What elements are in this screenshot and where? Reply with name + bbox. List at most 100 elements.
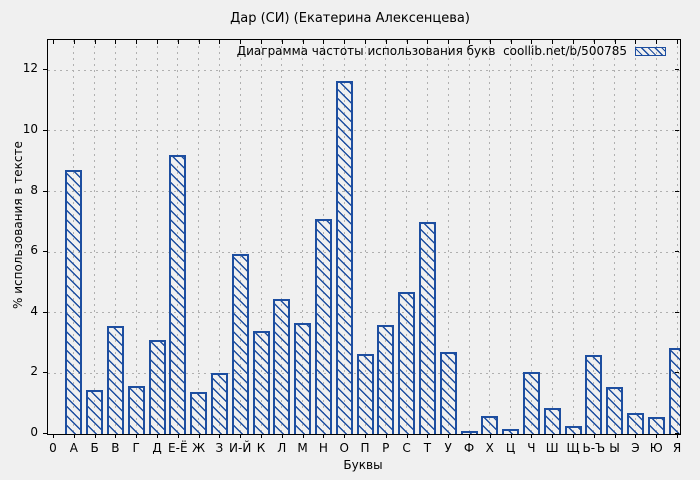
x-tick-top (489, 40, 491, 44)
y-tick-right (675, 433, 679, 434)
x-gridline (385, 40, 386, 434)
bar-Щ (564, 426, 582, 434)
bar-Е-Ё (169, 155, 187, 434)
x-tick-label: Ф (463, 441, 475, 455)
x-tick-bottom (510, 434, 512, 438)
x-tick-bottom (344, 434, 346, 438)
y-tick-label: 0 (30, 425, 38, 439)
x-tick-bottom (385, 434, 387, 438)
x-tick-label: С (402, 441, 411, 455)
bar-Э (626, 413, 644, 434)
y-tick-right (675, 311, 679, 313)
x-tick-label: М (297, 441, 308, 455)
x-tick-label: Х (485, 441, 494, 455)
y-tick-label: 8 (30, 182, 38, 197)
x-tick-label: Е-Ё (168, 441, 188, 455)
y-gridline (48, 70, 680, 71)
x-tick-top (552, 40, 554, 44)
x-gridline (635, 40, 636, 434)
x-tick-bottom (219, 434, 221, 438)
x-tick-label: Э (631, 441, 640, 455)
x-tick-label: Б (90, 441, 99, 455)
x-tick-top (53, 40, 54, 44)
y-tick-right (675, 69, 679, 71)
bar-В (106, 326, 124, 434)
x-gridline (115, 40, 116, 434)
x-tick-label: Ш (545, 441, 559, 455)
x-tick-bottom (552, 434, 554, 438)
y-gridline (48, 191, 680, 192)
x-tick-top (448, 40, 450, 44)
y-gridline (48, 130, 680, 131)
bar-К (252, 331, 270, 434)
bar-Н (314, 219, 332, 434)
x-tick-top (365, 40, 366, 44)
x-tick-label: Я (672, 441, 682, 455)
y-tick-left (43, 190, 47, 192)
bar-Т (418, 222, 436, 434)
x-gridline (552, 40, 553, 434)
y-tick-left (43, 372, 47, 374)
x-tick-label: З (215, 441, 224, 455)
x-gridline (614, 40, 615, 434)
y-tick-left (43, 251, 47, 253)
bar-У (439, 352, 457, 434)
x-tick-bottom (635, 434, 637, 438)
x-gridline (219, 40, 220, 434)
x-gridline (261, 40, 262, 434)
x-tick-bottom (323, 434, 325, 438)
x-gridline (281, 40, 282, 434)
x-tick-bottom (531, 434, 533, 438)
y-gridline (48, 252, 680, 253)
y-tick-label: 6 (30, 243, 38, 258)
bar-Ф (460, 431, 478, 434)
bar-Б (86, 390, 104, 434)
x-tick-bottom (365, 434, 366, 438)
x-gridline (302, 40, 303, 434)
x-tick-top (157, 40, 158, 44)
x-tick-bottom (281, 434, 283, 438)
x-tick-label: Ц (505, 441, 516, 455)
x-tick-label: К (256, 441, 266, 455)
bar-М (294, 323, 312, 434)
x-tick-label: И-Й (229, 441, 252, 455)
y-tick-left (43, 129, 47, 131)
x-axis-label: Буквы (343, 458, 383, 472)
x-tick-top (656, 40, 658, 44)
bar-Л (273, 299, 291, 434)
x-tick-bottom (406, 434, 408, 438)
x-gridline (656, 40, 657, 434)
x-tick-top (510, 40, 512, 44)
x-tick-bottom (427, 434, 429, 438)
x-tick-top (240, 40, 242, 44)
x-tick-top (573, 40, 574, 44)
x-tick-top (344, 40, 346, 44)
x-tick-label: Д (152, 441, 162, 455)
y-gridline (48, 312, 680, 313)
x-gridline (94, 40, 95, 434)
x-tick-top (385, 40, 387, 44)
x-tick-label: Щ (566, 441, 580, 455)
x-gridline (365, 40, 366, 434)
y-tick-label: 2 (30, 364, 38, 379)
x-gridline (240, 40, 241, 434)
x-tick-top (323, 40, 325, 44)
x-tick-label: А (69, 441, 78, 455)
x-tick-label: Ю (649, 441, 663, 455)
x-tick-label: В (111, 441, 120, 455)
y-tick-right (675, 190, 679, 192)
bar-Ч (522, 372, 540, 434)
x-tick-label: 0 (49, 441, 57, 455)
x-tick-top (136, 40, 138, 44)
x-tick-bottom (573, 434, 574, 438)
x-tick-bottom (157, 434, 158, 438)
x-gridline (593, 40, 594, 434)
y-axis-label: % использования в тексте (11, 141, 25, 309)
bar-Г (127, 386, 145, 434)
x-tick-bottom (614, 434, 616, 438)
chart-title: Дар (СИ) (Екатерина Алексенцева) (230, 11, 470, 26)
bar-З (210, 373, 228, 434)
x-tick-top (302, 40, 304, 44)
x-gridline (489, 40, 490, 434)
y-tick-left (43, 433, 47, 434)
